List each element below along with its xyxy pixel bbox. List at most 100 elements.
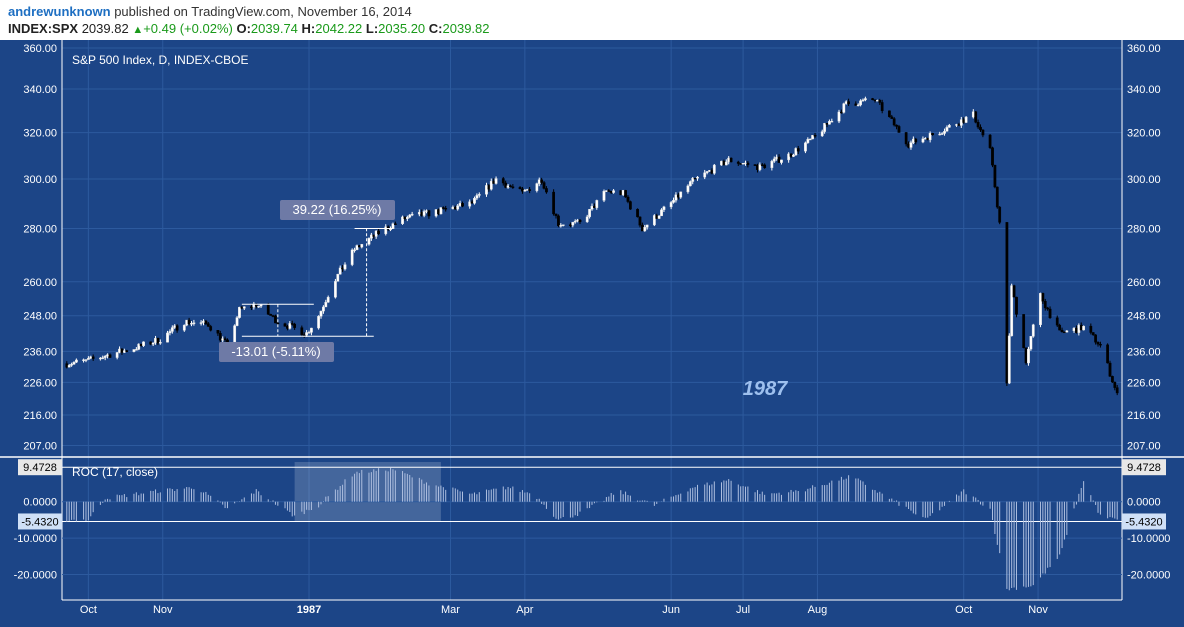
up-candle: [477, 194, 481, 196]
down-candle: [149, 341, 153, 345]
price-tick-left: 300.00: [23, 174, 57, 186]
down-candle: [1015, 296, 1018, 315]
up-candle: [1031, 324, 1035, 337]
up-candle: [703, 172, 707, 178]
drop-label: -13.01 (-5.11%): [231, 344, 320, 359]
up-candle: [928, 133, 932, 141]
down-candle: [813, 135, 817, 137]
up-candle: [173, 325, 177, 328]
down-candle: [847, 101, 850, 105]
down-candle: [302, 334, 306, 336]
up-arrow-icon: ▲: [132, 24, 144, 36]
down-candle: [1094, 334, 1097, 343]
up-candle: [525, 189, 529, 191]
up-candle: [595, 200, 599, 208]
down-candle: [420, 212, 424, 216]
up-candle: [672, 200, 675, 203]
down-candle: [981, 129, 985, 136]
up-candle: [1029, 336, 1033, 350]
down-candle: [1115, 387, 1119, 394]
up-candle: [122, 350, 126, 353]
up-candle: [1027, 348, 1030, 364]
up-candle: [410, 213, 414, 216]
up-candle: [75, 359, 78, 363]
down-candle: [461, 203, 464, 207]
price-tick-right: 207.00: [1127, 441, 1161, 453]
down-candle: [91, 356, 95, 359]
up-candle: [864, 98, 867, 101]
down-candle: [444, 208, 448, 210]
time-tick-label: Oct: [80, 604, 97, 616]
author-link[interactable]: andrewunknown: [8, 4, 111, 19]
down-candle: [895, 124, 898, 127]
down-candle: [753, 164, 757, 166]
down-candle: [607, 190, 611, 192]
up-candle: [1065, 330, 1069, 333]
up-candle: [473, 198, 476, 204]
price-tick-right: 280.00: [1127, 224, 1161, 236]
down-candle: [266, 304, 270, 315]
close-value: 2039.82: [442, 21, 490, 36]
down-candle: [300, 327, 304, 335]
up-candle: [336, 273, 340, 282]
down-candle: [504, 182, 508, 188]
up-candle: [338, 267, 342, 275]
down-candle: [763, 164, 767, 168]
up-candle: [82, 359, 85, 361]
down-candle: [789, 153, 793, 157]
price-tick-left: 236.00: [23, 346, 57, 358]
down-candle: [1106, 344, 1109, 364]
down-candle: [897, 126, 901, 133]
down-candle: [873, 99, 877, 101]
down-candle: [1060, 329, 1064, 333]
chart-header: andrewunknown published on TradingView.c…: [0, 0, 1184, 40]
up-candle: [643, 227, 647, 232]
price-tick-left: 360.00: [23, 43, 57, 55]
down-candle: [926, 138, 930, 141]
down-candle: [1024, 347, 1028, 364]
down-candle: [729, 157, 733, 163]
down-candle: [974, 111, 978, 123]
up-candle: [89, 356, 93, 359]
up-candle: [317, 316, 320, 329]
down-candle: [578, 219, 582, 223]
down-candle: [226, 339, 229, 343]
down-candle: [907, 143, 910, 148]
down-candle: [437, 209, 440, 215]
up-candle: [691, 177, 695, 182]
up-candle: [708, 170, 711, 172]
price-tick-left: 320.00: [23, 128, 57, 140]
down-candle: [240, 306, 244, 309]
up-candle: [820, 131, 824, 137]
up-candle: [657, 215, 661, 219]
down-candle: [108, 354, 112, 358]
down-candle: [593, 205, 596, 208]
publish-line: andrewunknown published on TradingView.c…: [8, 4, 412, 19]
down-candle: [1063, 331, 1066, 334]
down-candle: [557, 215, 560, 226]
roc-pane-title: ROC (17, close): [72, 465, 158, 479]
down-candle: [676, 194, 680, 198]
chart-canvas[interactable]: 360.00 360.00 340.00 340.00 320.00 320.00 300.…: [0, 40, 1184, 627]
down-candle: [441, 207, 445, 209]
down-candle: [274, 315, 277, 324]
down-candle: [626, 196, 630, 202]
down-candle: [175, 325, 179, 331]
up-candle: [475, 195, 479, 199]
down-candle: [904, 132, 908, 145]
up-candle: [118, 348, 121, 353]
roc-value-box-left: [18, 513, 62, 530]
up-candle: [837, 111, 841, 122]
up-candle: [652, 215, 656, 226]
price-tick-right: 216.00: [1127, 410, 1161, 422]
roc-value-left: 9.4728: [23, 462, 57, 474]
up-candle: [727, 157, 731, 163]
down-candle: [640, 224, 644, 232]
up-candle: [921, 138, 925, 143]
down-candle: [187, 319, 191, 325]
up-candle: [758, 164, 762, 170]
up-candle: [322, 306, 325, 312]
up-candle: [506, 185, 510, 188]
down-candle: [796, 148, 800, 152]
price-tick-left: 280.00: [23, 224, 57, 236]
